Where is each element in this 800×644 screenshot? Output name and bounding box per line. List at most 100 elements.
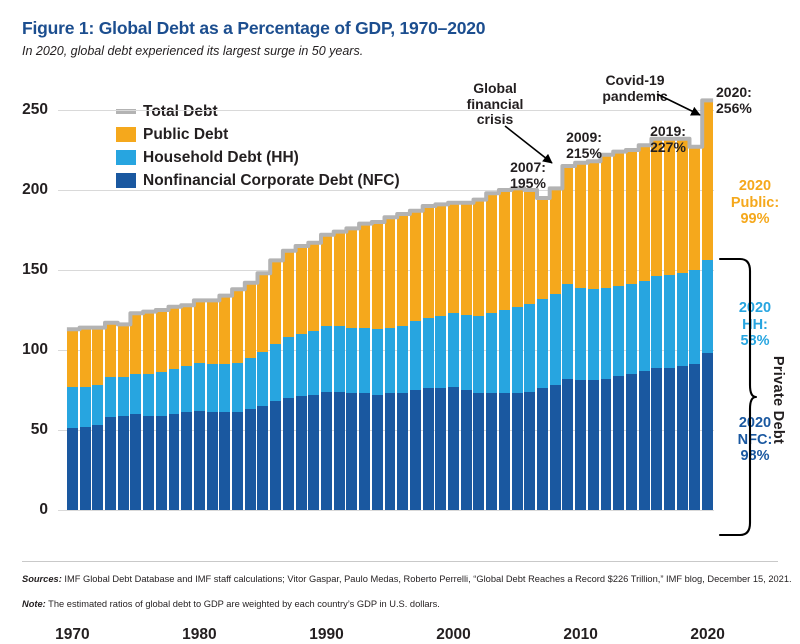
bar-segment-household (321, 326, 332, 392)
bar-column (448, 202, 459, 510)
bar-segment-household (409, 321, 421, 390)
bar-segment-public (295, 246, 307, 334)
bar-segment-public (371, 222, 383, 330)
bar-column (435, 204, 447, 510)
bar-segment-nfc (448, 386, 459, 510)
bar-segment-household (117, 377, 129, 416)
bar-segment-public (92, 327, 104, 386)
legend-item-nfc: Nonfinancial Corporate Debt (NFC) (116, 169, 400, 192)
bar-segment-public (575, 162, 587, 288)
bar-segment-public (66, 329, 78, 387)
bar-column (409, 210, 421, 510)
bar-segment-nfc (270, 401, 282, 510)
bar-column (676, 138, 688, 510)
legend-label-public: Public Debt (143, 125, 229, 143)
footer-note-label: Note: (22, 599, 46, 609)
x-axis-tick-label: 1990 (309, 626, 344, 643)
bar-column (244, 282, 256, 510)
bar-segment-nfc (651, 367, 663, 510)
y-axis-tick-label: 200 (22, 181, 48, 198)
bar-column (219, 295, 231, 510)
bar-segment-public (155, 310, 167, 373)
bar-segment-nfc (346, 393, 358, 510)
bar-segment-household (181, 366, 193, 413)
bar-segment-public (524, 190, 536, 304)
bar-column (155, 310, 167, 510)
bar-segment-household (448, 313, 459, 387)
bar-column (422, 206, 434, 510)
bar-column (600, 154, 612, 510)
bar-segment-household (486, 313, 498, 394)
annotation-global-financial-crisis: Global financial crisis (466, 80, 524, 128)
footer-sources-label: Sources: (22, 574, 62, 584)
private-debt-bracket (718, 257, 758, 537)
bar-segment-nfc (511, 393, 523, 510)
bar-column (486, 193, 498, 510)
legend-item-household: Household Debt (HH) (116, 146, 400, 169)
bar-segment-household (143, 374, 155, 416)
bar-segment-nfc (498, 393, 510, 510)
bar-segment-nfc (168, 414, 180, 510)
footer-divider (22, 561, 778, 562)
y-axis-tick-label: 250 (22, 101, 48, 118)
bar-column (587, 161, 599, 510)
bar-column (143, 311, 155, 510)
bar-segment-nfc (689, 364, 701, 510)
footer-note-text: The estimated ratios of global debt to G… (45, 599, 440, 609)
legend-item-public: Public Debt (116, 123, 400, 146)
bar-column (625, 150, 637, 510)
bar-column (257, 273, 269, 510)
figure-subtitle: In 2020, global debt experienced its lar… (22, 44, 364, 58)
chart-legend: Total Debt Public Debt Household Debt (H… (116, 100, 400, 192)
bar-segment-household (371, 329, 383, 395)
bar-segment-nfc (384, 393, 396, 510)
bar-segment-household (66, 386, 78, 429)
bar-segment-public (270, 260, 282, 344)
bar-column (702, 102, 714, 510)
page-title: Figure 1: Global Debt as a Percentage of… (22, 18, 486, 38)
bar-column (524, 190, 536, 510)
bar-segment-public (549, 188, 561, 294)
bar-segment-household (676, 273, 688, 366)
footer-note: Note: The estimated ratios of global deb… (22, 598, 440, 610)
bar-segment-nfc (105, 417, 116, 510)
bar-segment-household (92, 385, 104, 426)
bar-column (79, 327, 91, 510)
bar-column (193, 300, 205, 510)
legend-label-household: Household Debt (HH) (143, 148, 299, 166)
bar-segment-public (308, 242, 320, 331)
bar-segment-nfc (359, 393, 371, 510)
bar-column (92, 327, 104, 510)
bar-segment-public (346, 228, 358, 328)
bar-segment-household (638, 281, 650, 371)
bar-column (321, 234, 332, 510)
bar-segment-nfc (371, 394, 383, 510)
bar-segment-household (359, 327, 371, 394)
bar-segment-nfc (308, 394, 320, 510)
bar-segment-household (498, 310, 510, 394)
bar-column (346, 228, 358, 510)
bar-segment-public (587, 161, 599, 290)
bar-segment-household (232, 362, 243, 413)
bar-segment-household (295, 334, 307, 397)
bar-segment-nfc (587, 380, 599, 510)
x-axis-tick-label: 1970 (55, 626, 90, 643)
bar-segment-nfc (333, 391, 345, 510)
bar-segment-household (587, 289, 599, 381)
bar-segment-nfc (613, 375, 625, 510)
gridline (58, 190, 714, 191)
bar-segment-public (244, 282, 256, 358)
public-debt-swatch (116, 127, 136, 142)
bar-segment-nfc (257, 406, 269, 510)
bar-segment-public (676, 138, 688, 274)
bar-segment-nfc (206, 412, 218, 510)
legend-item-total: Total Debt (116, 100, 400, 123)
bar-segment-nfc (524, 391, 536, 510)
bar-column (384, 217, 396, 510)
bar-segment-household (664, 274, 675, 368)
bar-column (117, 324, 129, 510)
bar-segment-household (206, 364, 218, 413)
bar-segment-household (460, 314, 472, 390)
bar-segment-nfc (664, 367, 675, 510)
bar-segment-nfc (232, 412, 243, 510)
